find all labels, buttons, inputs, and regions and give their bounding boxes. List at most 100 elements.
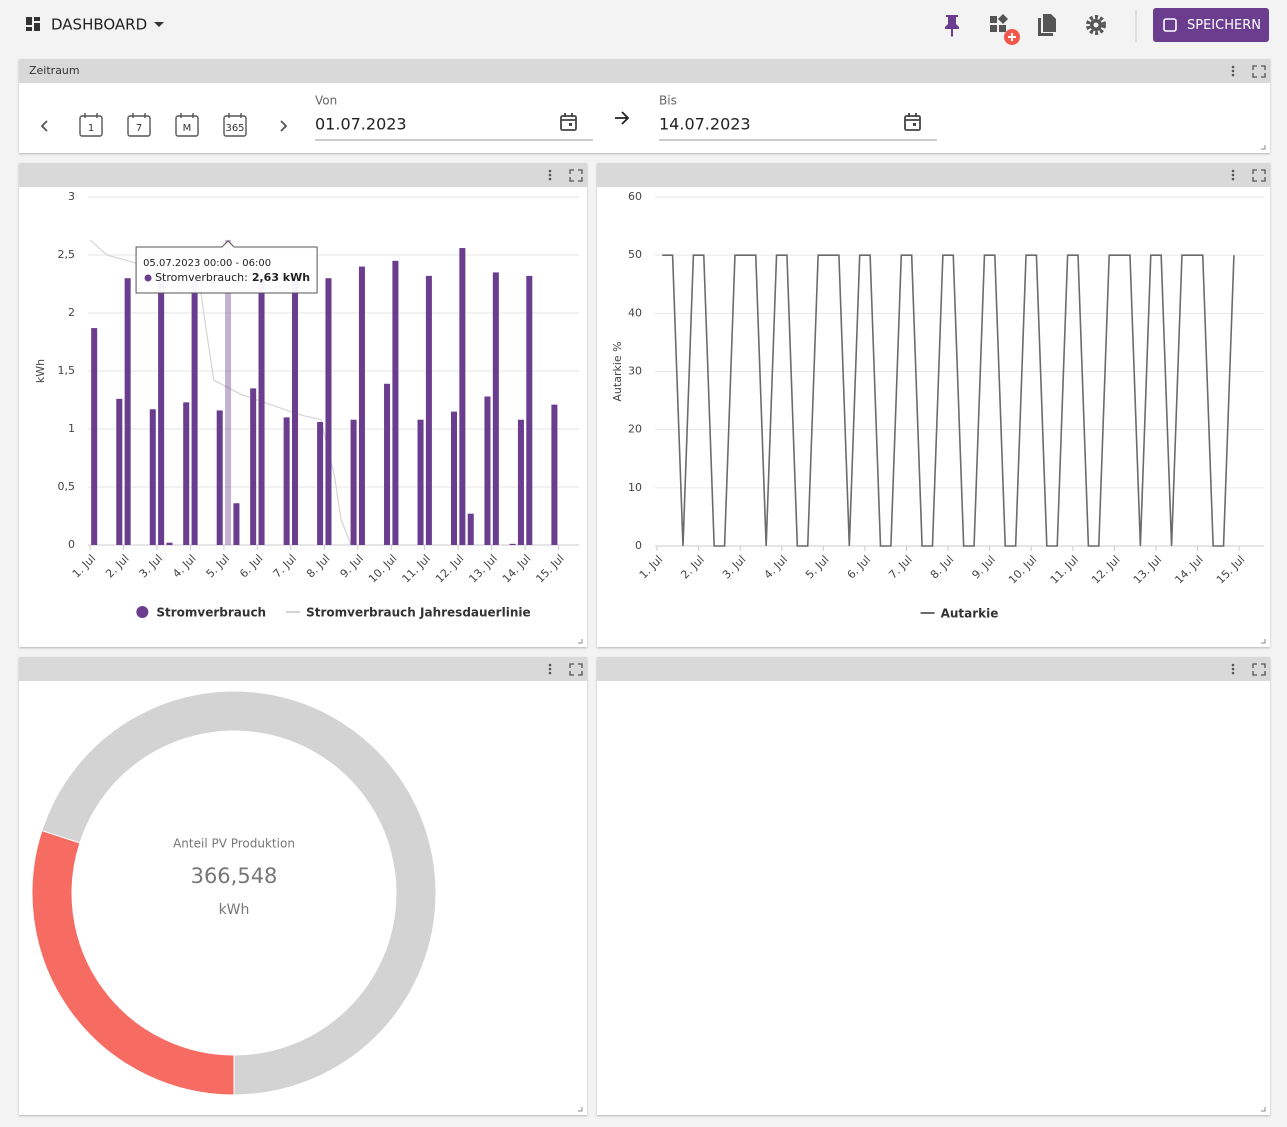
- copy-button[interactable]: [1038, 14, 1056, 36]
- bar[interactable]: [216, 410, 223, 545]
- bar[interactable]: [91, 328, 98, 545]
- next-button[interactable]: [280, 120, 288, 132]
- pin-button[interactable]: [945, 15, 959, 37]
- y-tick-label: 60: [628, 190, 642, 203]
- x-tick-label: 10. Jul: [366, 552, 399, 585]
- bar[interactable]: [358, 266, 365, 545]
- y-axis-label: kWh: [34, 359, 47, 383]
- from-label: Von: [315, 94, 337, 108]
- panel-menu[interactable]: [1231, 65, 1235, 77]
- y-tick-label: 2: [68, 306, 75, 319]
- bar[interactable]: [166, 542, 173, 545]
- bar[interactable]: [425, 275, 432, 545]
- y-tick-label: 1,5: [58, 364, 76, 377]
- bar[interactable]: [233, 503, 240, 545]
- x-tick-label: 5. Jul: [803, 553, 831, 581]
- dropdown-arrow[interactable]: [154, 22, 164, 27]
- panel-header: Zeitraum: [19, 59, 1270, 83]
- bar[interactable]: [183, 402, 190, 545]
- bar[interactable]: [149, 409, 156, 545]
- preset-button[interactable]: 7: [127, 113, 151, 137]
- add-widget-button[interactable]: [990, 14, 1020, 45]
- preset-button[interactable]: M: [175, 113, 199, 137]
- resize-handle[interactable]: [1261, 1107, 1266, 1112]
- save-label[interactable]: SPEICHERN: [1187, 18, 1261, 33]
- preset-label: 7: [136, 123, 142, 134]
- x-tick-label: 10. Jul: [1006, 553, 1039, 586]
- donut-title: Anteil PV Produktion: [173, 837, 295, 851]
- x-tick-label: 8. Jul: [928, 553, 956, 581]
- preset-label: 365: [225, 123, 244, 134]
- bar[interactable]: [459, 248, 466, 545]
- save-button[interactable]: [1153, 8, 1269, 42]
- from-date[interactable]: 01.07.2023: [315, 115, 407, 134]
- settings-button[interactable]: [1086, 15, 1106, 35]
- panel-expand[interactable]: [1252, 65, 1266, 78]
- bar[interactable]: [283, 417, 290, 545]
- bar[interactable]: [191, 278, 198, 545]
- to-label: Bis: [659, 94, 677, 108]
- line-series: [662, 254, 1235, 547]
- y-axis-label: Autarkie %: [611, 341, 624, 401]
- dashboard-title[interactable]: DASHBOARD: [51, 16, 147, 34]
- legend-label[interactable]: Autarkie: [941, 607, 999, 621]
- x-tick-label: 12. Jul: [433, 552, 466, 585]
- legend: Stromverbrauch Stromverbrauch Jahresdauer…: [136, 606, 531, 620]
- bar[interactable]: [291, 278, 299, 545]
- bar[interactable]: [509, 543, 516, 545]
- x-tick-label: 13. Jul: [1131, 553, 1164, 586]
- bar[interactable]: [417, 419, 424, 545]
- donut-total: 366,548: [191, 864, 278, 888]
- prev-button[interactable]: [40, 120, 48, 132]
- bar[interactable]: [158, 272, 165, 545]
- bar[interactable]: [526, 275, 533, 545]
- x-tick-label: 14. Jul: [500, 552, 533, 585]
- legend-label[interactable]: Stromverbrauch Jahresdauerlinie: [306, 606, 531, 620]
- bar[interactable]: [116, 398, 123, 545]
- bar[interactable]: [325, 278, 332, 545]
- bar[interactable]: [225, 239, 232, 546]
- x-tick-label: 7. Jul: [886, 553, 914, 581]
- x-tick-label: 4. Jul: [762, 553, 790, 581]
- preset-label: 1: [88, 123, 94, 134]
- donut-slice[interactable]: [41, 690, 437, 1096]
- y-tick-label: 0: [68, 538, 75, 551]
- x-tick-label: 1. Jul: [70, 552, 98, 580]
- to-date[interactable]: 14.07.2023: [659, 115, 751, 134]
- preset-icon: [127, 115, 151, 137]
- x-tick-label: 6. Jul: [845, 553, 873, 581]
- bar[interactable]: [517, 419, 524, 545]
- bar[interactable]: [450, 411, 458, 545]
- x-tick-label: 8. Jul: [304, 552, 332, 580]
- bar[interactable]: [484, 396, 491, 545]
- to-calendar-button[interactable]: [904, 113, 921, 131]
- bar[interactable]: [250, 388, 257, 545]
- preset-rings: [228, 113, 242, 118]
- panel-header: [19, 657, 587, 681]
- bar[interactable]: [350, 419, 357, 545]
- resize-handle[interactable]: [1261, 145, 1266, 150]
- preset-icon: [175, 115, 199, 137]
- legend-label[interactable]: Stromverbrauch: [156, 606, 266, 620]
- preset-icon: [223, 115, 247, 137]
- top-bar: DASHBOARD SPEICHERN: [26, 8, 1269, 45]
- x-tick-label: 5. Jul: [204, 552, 232, 580]
- panel-title: Zeitraum: [29, 64, 80, 77]
- bar[interactable]: [551, 404, 558, 545]
- tooltip-label: Stromverbrauch:: [155, 271, 248, 284]
- bar[interactable]: [384, 383, 391, 545]
- bar[interactable]: [258, 278, 265, 545]
- tooltip-box: [135, 240, 318, 294]
- consumption-chart: 0 0,5 1 1,5 2 2,5 3 1. Jul 2. Jul 3. Jul 4. Jul 5. …: [34, 190, 579, 620]
- preset-button[interactable]: 365: [223, 113, 247, 137]
- bar[interactable]: [492, 272, 499, 545]
- y-tick-label: 40: [628, 306, 642, 319]
- bar[interactable]: [392, 260, 399, 545]
- from-calendar-button[interactable]: [560, 113, 577, 131]
- bar[interactable]: [467, 513, 474, 545]
- preset-button[interactable]: 1: [79, 113, 103, 137]
- bar[interactable]: [317, 422, 324, 545]
- bar[interactable]: [124, 278, 131, 545]
- empty-panel: [597, 657, 1270, 1115]
